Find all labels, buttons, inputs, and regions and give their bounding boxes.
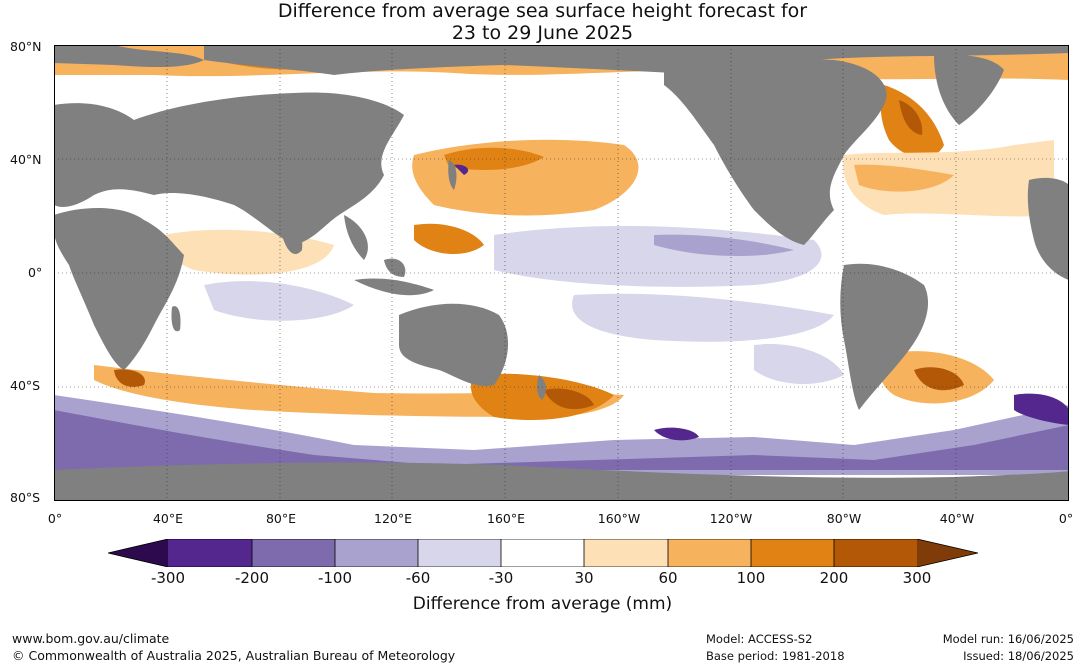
lat-label-40n: 40°N — [10, 152, 42, 167]
colorbar — [108, 539, 978, 567]
colorbar-tick-8: 100 — [736, 569, 766, 587]
chart-title-line1: Difference from average sea surface heig… — [277, 0, 808, 22]
colorbar-swatch-3 — [335, 539, 418, 567]
colorbar-tick-4: -60 — [405, 569, 431, 587]
colorbar-tick-7: 60 — [658, 569, 678, 587]
lat-label-equator: 0° — [28, 265, 43, 280]
footer-base-period: Base period: 1981-2018 — [706, 649, 845, 663]
colorbar-swatch-6 — [584, 539, 668, 567]
colorbar-swatch-4 — [418, 539, 501, 567]
colorbar-swatch-1 — [168, 539, 252, 567]
lon-label-0-right: 0° — [1058, 511, 1074, 526]
footer-url: www.bom.gov.au/climate — [12, 631, 170, 646]
colorbar-tick-5: -30 — [488, 569, 514, 587]
colorbar-title: Difference from average (mm) — [412, 594, 673, 614]
lon-label-40w: 40°W — [939, 511, 975, 526]
footer-issued: Issued: 18/06/2025 — [963, 649, 1074, 663]
lon-label-120e: 120°E — [373, 511, 413, 526]
colorbar-swatch-2 — [252, 539, 335, 567]
lon-label-80w: 80°W — [826, 511, 862, 526]
chart-title-line2: 23 to 29 June 2025 — [451, 22, 634, 44]
colorbar-tick-1: -300 — [150, 569, 186, 587]
colorbar-swatch-9 — [834, 539, 917, 567]
footer-copyright: © Commonwealth of Australia 2025, Austra… — [12, 648, 456, 663]
lon-label-40e: 40°E — [152, 511, 184, 526]
footer-model-run: Model run: 16/06/2025 — [942, 632, 1074, 646]
colorbar-swatch-5 — [501, 539, 584, 567]
lon-label-160w: 160°W — [597, 511, 641, 526]
colorbar-tick-6: 30 — [574, 569, 594, 587]
colorbar-arrow-low — [108, 539, 168, 567]
lon-label-80e: 80°E — [265, 511, 297, 526]
colorbar-tick-2: -200 — [234, 569, 270, 587]
colorbar-tick-9: 200 — [819, 569, 849, 587]
footer-model: Model: ACCESS-S2 — [706, 632, 813, 646]
lat-label-40s: 40°S — [10, 378, 41, 393]
lon-label-120w: 120°W — [709, 511, 753, 526]
colorbar-tick-3: -100 — [317, 569, 353, 587]
colorbar-swatch-8 — [751, 539, 834, 567]
colorbar-swatch-7 — [668, 539, 751, 567]
lat-label-80n: 80°N — [10, 39, 42, 54]
lon-label-160e: 160°E — [486, 511, 526, 526]
lon-label-0-left: 0° — [47, 511, 63, 526]
colorbar-arrow-high — [917, 539, 978, 567]
colorbar-tick-10: 300 — [902, 569, 932, 587]
map-frame — [54, 45, 1069, 501]
land-masses — [54, 45, 1069, 501]
sea-surface-height-map — [54, 45, 1069, 501]
graticule — [54, 45, 1069, 501]
lat-label-80s: 80°S — [10, 490, 41, 505]
